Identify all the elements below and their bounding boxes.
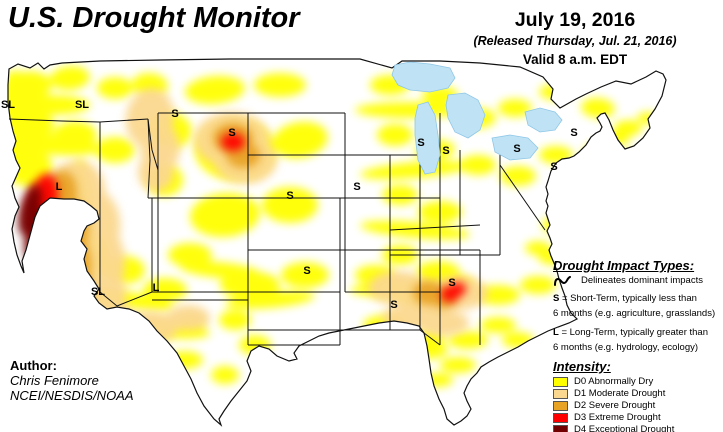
svg-text:SL: SL [91,286,105,298]
svg-text:L: L [153,282,160,294]
svg-text:S: S [390,299,397,311]
svg-text:SL: SL [1,99,15,111]
svg-text:S: S [171,108,178,120]
svg-text:S: S [513,143,520,155]
svg-text:S: S [448,277,455,289]
svg-text:SL: SL [75,99,89,111]
svg-text:S: S [417,137,424,149]
svg-text:S: S [286,190,293,202]
svg-text:S: S [228,127,235,139]
svg-text:S: S [353,181,360,193]
svg-text:S: S [442,145,449,157]
svg-text:S: S [570,127,577,139]
svg-text:S: S [303,265,310,277]
svg-text:S: S [550,161,557,173]
svg-text:L: L [56,181,63,193]
